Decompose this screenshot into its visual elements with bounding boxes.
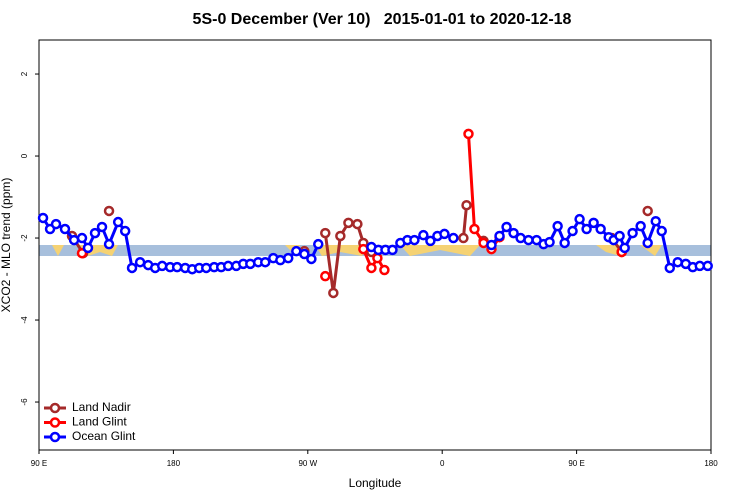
chart-title: 5S-0 December (Ver 10) 2015-01-01 to 202…: [193, 11, 572, 28]
x-tick-label: 90 W: [298, 459, 317, 468]
point: [171, 261, 183, 273]
legend-label: Land Glint: [72, 415, 127, 429]
point: [82, 242, 94, 254]
point: [501, 221, 512, 233]
point: [89, 227, 101, 239]
point: [352, 218, 363, 230]
point: [299, 248, 310, 260]
point: [544, 236, 555, 248]
x-tick-label: 90 E: [568, 459, 584, 468]
point: [508, 227, 519, 239]
point: [574, 213, 585, 225]
point: [642, 237, 653, 249]
point: [96, 221, 108, 233]
point: [650, 215, 661, 227]
x-tick-label: 0: [440, 459, 445, 468]
point: [259, 256, 271, 268]
point: [664, 262, 676, 274]
point: [335, 230, 346, 242]
plot-frame: [38, 39, 712, 451]
x-tick-label: 90 E: [31, 459, 47, 468]
point: [119, 225, 131, 237]
point: [463, 128, 474, 140]
point: [366, 262, 377, 274]
point: [635, 220, 646, 232]
point: [418, 229, 429, 241]
point: [439, 228, 450, 240]
point: [291, 245, 302, 257]
point: [320, 227, 331, 239]
point: [112, 216, 124, 228]
point: [156, 260, 168, 272]
x-tick-label: 180: [704, 459, 718, 468]
point: [595, 223, 606, 235]
point: [702, 260, 713, 272]
point: [59, 223, 71, 235]
point: [222, 260, 234, 272]
point: [103, 205, 115, 217]
point: [50, 218, 62, 230]
point: [306, 253, 317, 265]
point: [37, 212, 49, 224]
point: [126, 262, 138, 274]
y-tick-label: 2: [20, 71, 29, 76]
point: [387, 244, 398, 256]
legend-label: Land Nadir: [72, 400, 131, 414]
point: [409, 234, 420, 246]
point: [425, 235, 436, 247]
point: [523, 234, 534, 246]
point: [448, 232, 459, 244]
legend-marker: [49, 402, 61, 414]
legend-marker: [49, 431, 61, 443]
point: [103, 238, 115, 250]
point: [320, 270, 331, 282]
point: [552, 220, 563, 232]
point: [614, 230, 625, 242]
y-axis-label: XCO2 - MLO trend (ppm): [0, 178, 13, 313]
y-tick-label: -6: [20, 398, 29, 406]
point: [461, 199, 472, 211]
y-tick-label: 0: [20, 153, 29, 158]
point: [134, 256, 146, 268]
x-tick-label: 180: [167, 459, 181, 468]
point: [559, 237, 570, 249]
point: [458, 232, 469, 244]
point: [76, 232, 88, 244]
point: [486, 239, 497, 251]
point: [343, 217, 354, 229]
y-tick-label: -4: [20, 316, 29, 324]
point: [282, 252, 294, 264]
point: [656, 225, 667, 237]
point: [642, 205, 653, 217]
x-axis-label: Longitude: [349, 476, 402, 490]
point: [328, 287, 339, 299]
point: [672, 256, 683, 268]
point: [581, 223, 592, 235]
legend-label: Ocean Glint: [72, 429, 136, 443]
point: [469, 223, 480, 235]
point: [313, 238, 324, 250]
legend-marker: [49, 417, 61, 428]
y-tick-label: -2: [20, 234, 29, 242]
point: [619, 242, 630, 254]
point: [379, 264, 390, 276]
point: [372, 252, 383, 264]
point: [494, 230, 505, 242]
point: [358, 243, 369, 255]
point: [627, 227, 638, 239]
point: [588, 217, 599, 229]
point: [567, 225, 578, 237]
